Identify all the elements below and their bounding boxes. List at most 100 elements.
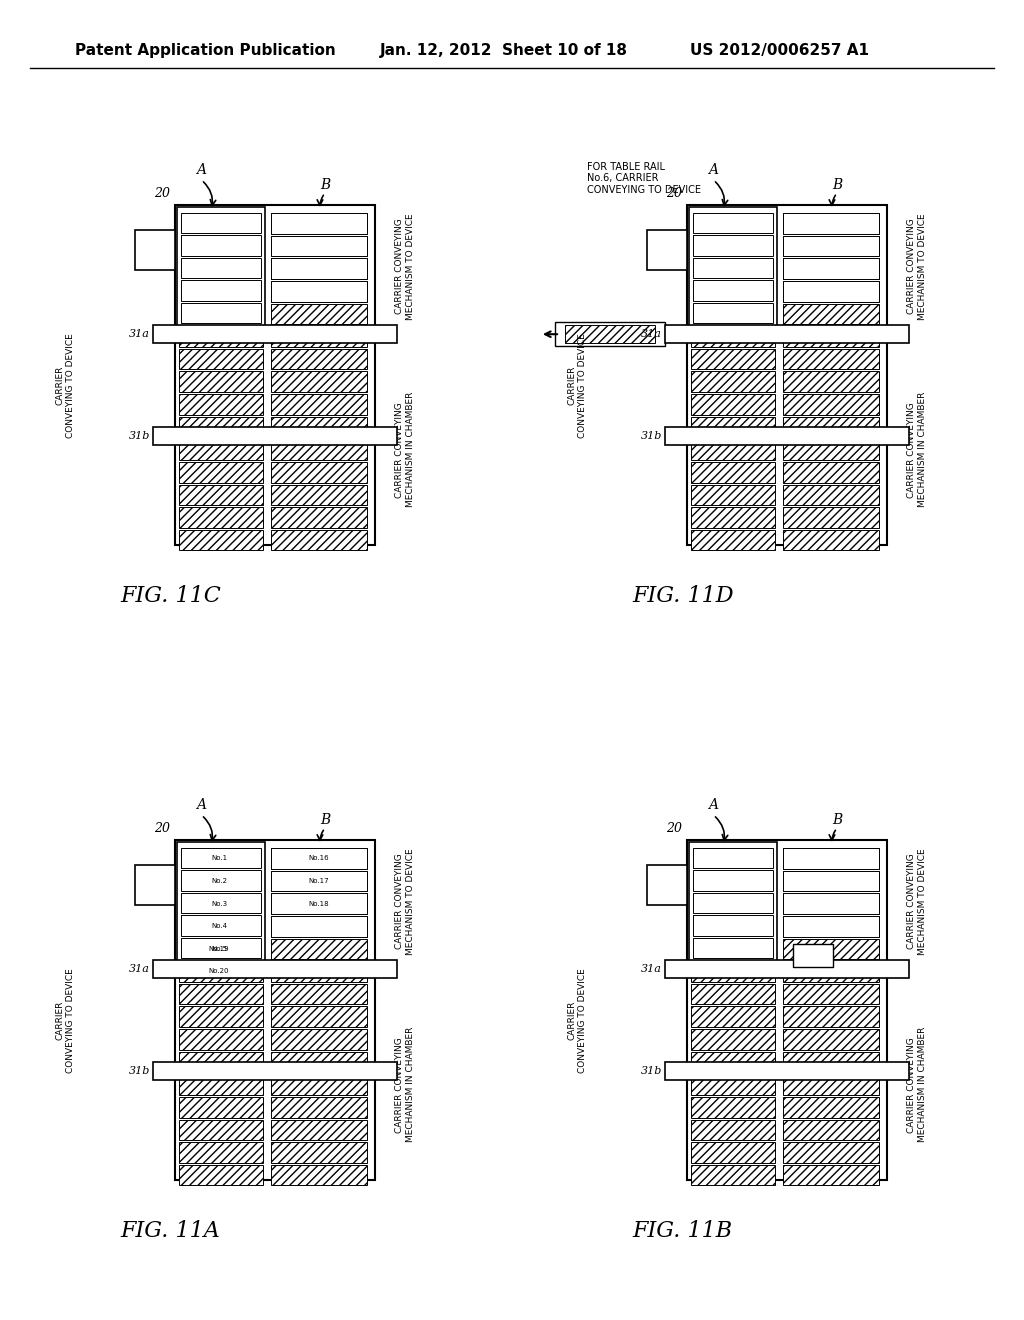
Bar <box>691 1119 775 1140</box>
Bar <box>271 259 367 279</box>
Text: FIG. 11A: FIG. 11A <box>120 1220 220 1242</box>
Bar <box>271 529 367 550</box>
Text: CARRIER CONVEYING
MECHANISM TO DEVICE: CARRIER CONVEYING MECHANISM TO DEVICE <box>395 847 415 954</box>
Bar <box>271 1006 367 1027</box>
Bar <box>691 304 775 325</box>
Bar <box>783 417 879 437</box>
Bar <box>647 865 687 906</box>
Bar <box>783 259 879 279</box>
Bar <box>179 1119 263 1140</box>
Bar <box>271 894 367 913</box>
Bar <box>783 281 879 301</box>
Text: CARRIER CONVEYING
MECHANISM TO DEVICE: CARRIER CONVEYING MECHANISM TO DEVICE <box>907 213 927 319</box>
Bar <box>181 915 261 936</box>
Bar <box>783 1030 879 1049</box>
Bar <box>179 983 263 1005</box>
Bar <box>271 1119 367 1140</box>
Text: CARRIER CONVEYING
MECHANISM IN CHAMBER: CARRIER CONVEYING MECHANISM IN CHAMBER <box>907 392 927 507</box>
Bar <box>783 1006 879 1027</box>
Bar <box>271 440 367 459</box>
Bar <box>691 348 775 370</box>
Text: 31a: 31a <box>129 329 150 339</box>
Bar <box>665 428 909 445</box>
Text: A: A <box>197 799 207 812</box>
Bar <box>271 983 367 1005</box>
Bar <box>179 484 263 506</box>
Bar <box>691 1030 775 1049</box>
Bar <box>153 1063 397 1080</box>
Bar <box>783 371 879 392</box>
Bar <box>783 1164 879 1185</box>
Bar <box>271 281 367 301</box>
Bar <box>691 1164 775 1185</box>
Bar <box>783 236 879 256</box>
Bar <box>181 213 261 234</box>
Bar <box>179 213 263 234</box>
Text: CARRIER CONVEYING
MECHANISM IN CHAMBER: CARRIER CONVEYING MECHANISM IN CHAMBER <box>395 392 415 507</box>
Bar <box>181 870 261 891</box>
Bar <box>271 484 367 506</box>
Bar <box>689 207 777 330</box>
Text: A: A <box>197 162 207 177</box>
Text: 20: 20 <box>154 822 170 836</box>
Bar <box>179 529 263 550</box>
Bar <box>175 205 375 545</box>
Bar <box>783 236 879 256</box>
Bar <box>271 393 367 414</box>
Text: CARRIER
CONVEYING TO DEVICE: CARRIER CONVEYING TO DEVICE <box>55 333 75 437</box>
Bar <box>693 302 773 323</box>
Text: CARRIER CONVEYING
MECHANISM TO DEVICE: CARRIER CONVEYING MECHANISM TO DEVICE <box>395 213 415 319</box>
Bar <box>179 847 263 869</box>
Bar <box>691 1142 775 1163</box>
Bar <box>783 916 879 936</box>
Bar <box>691 916 775 936</box>
Bar <box>693 280 773 301</box>
Bar <box>691 484 775 506</box>
Bar <box>271 1030 367 1049</box>
Bar <box>271 371 367 392</box>
Bar <box>271 259 367 279</box>
Bar <box>693 257 773 279</box>
Bar <box>181 892 261 913</box>
Text: No.19: No.19 <box>209 946 229 952</box>
Bar <box>783 281 879 301</box>
Bar <box>691 259 775 279</box>
Text: B: B <box>319 813 330 828</box>
Bar <box>271 417 367 437</box>
Bar <box>135 230 175 271</box>
Bar <box>691 236 775 256</box>
Bar <box>179 916 263 936</box>
Bar <box>179 417 263 437</box>
Bar <box>271 1142 367 1163</box>
Bar <box>271 1052 367 1072</box>
Bar <box>783 507 879 528</box>
Bar <box>181 235 261 256</box>
Bar <box>783 847 879 869</box>
Bar <box>693 937 773 958</box>
Bar <box>691 462 775 483</box>
Bar <box>271 348 367 370</box>
Text: 20: 20 <box>154 187 170 201</box>
Bar <box>271 462 367 483</box>
Bar <box>691 983 775 1005</box>
Bar <box>271 236 367 256</box>
Text: No.17: No.17 <box>308 878 330 884</box>
Text: Patent Application Publication: Patent Application Publication <box>75 42 336 58</box>
Bar <box>783 1074 879 1094</box>
Text: 31b: 31b <box>641 432 662 441</box>
Text: 20: 20 <box>666 187 682 201</box>
Bar <box>783 393 879 414</box>
Bar <box>179 961 263 982</box>
Bar <box>783 259 879 279</box>
Bar <box>179 326 263 347</box>
Bar <box>179 1142 263 1163</box>
Bar <box>691 1052 775 1072</box>
Text: 31b: 31b <box>641 1067 662 1076</box>
Text: No.20: No.20 <box>209 969 229 974</box>
Bar <box>665 960 909 978</box>
Bar <box>783 847 879 869</box>
Bar <box>691 507 775 528</box>
Bar <box>691 371 775 392</box>
Bar <box>691 213 775 234</box>
Text: FIG. 11D: FIG. 11D <box>632 585 733 607</box>
